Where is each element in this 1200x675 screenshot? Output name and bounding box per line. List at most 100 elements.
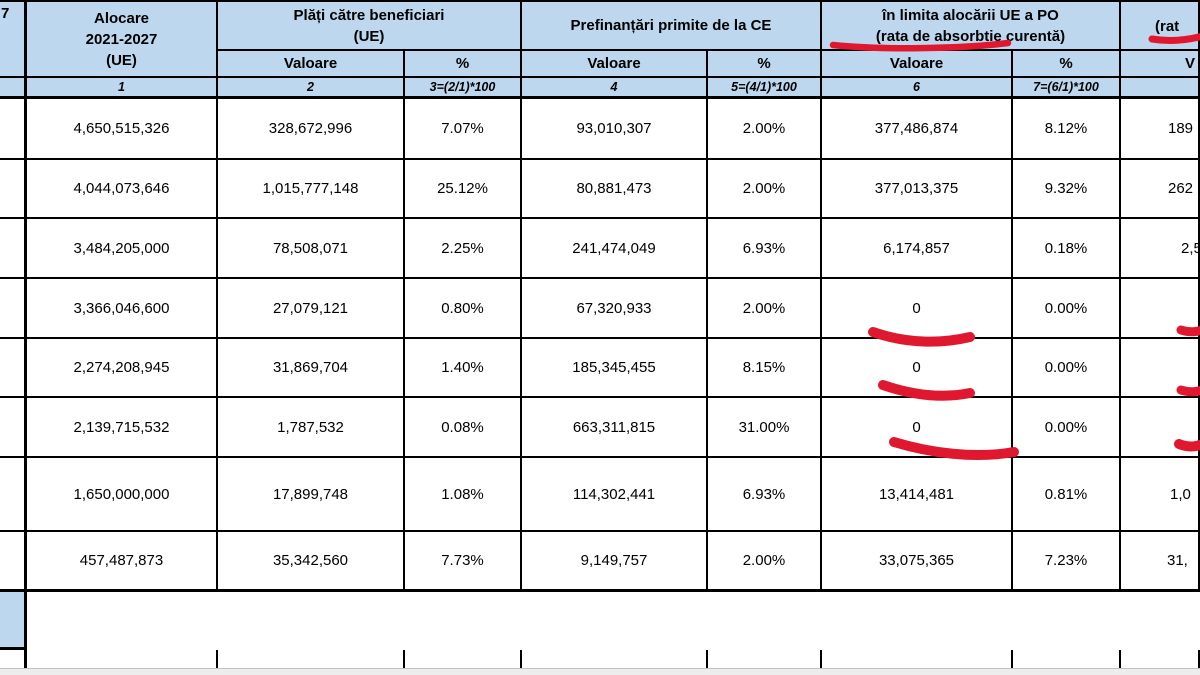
cell-r8-rowhead[interactable] (0, 532, 27, 592)
cell-r6-plati-valoare[interactable]: 1,787,532 (218, 398, 405, 458)
cell-r4-plati-valoare[interactable]: 27,079,121 (218, 279, 405, 339)
corner-header-cell[interactable]: 7 (0, 0, 27, 78)
cell-r2-plati-pct[interactable]: 25.12% (405, 160, 522, 219)
formula-col-8-clipped[interactable] (1121, 78, 1200, 99)
cell-r6-right-clipped[interactable] (1121, 398, 1200, 458)
cell-r4-plati-pct[interactable]: 0.80% (405, 279, 522, 339)
cell-r3-plati-valoare[interactable]: 78,508,071 (218, 219, 405, 279)
cell-r5-prefin-pct[interactable]: 8.15% (708, 339, 822, 398)
cell-r5-prefin-valoare[interactable]: 185,345,455 (522, 339, 708, 398)
cell-r5-alocare[interactable]: 2,274,208,945 (27, 339, 218, 398)
cell-r3-rowhead[interactable] (0, 219, 27, 279)
cell-r7-prefin-pct[interactable]: 6.93% (708, 458, 822, 532)
empty-cell[interactable] (708, 650, 822, 668)
cell-r8-prefin-valoare[interactable]: 9,149,757 (522, 532, 708, 592)
cell-r5-plati-valoare[interactable]: 31,869,704 (218, 339, 405, 398)
cell-r1-limita-valoare[interactable]: 377,486,874 (822, 99, 1013, 160)
subheader-prefin-pct[interactable]: % (708, 51, 822, 78)
cell-r1-rowhead[interactable] (0, 99, 27, 160)
header-cell-alocare[interactable]: Alocare 2021-2027 (UE) (27, 0, 218, 78)
cell-r7-limita-valoare[interactable]: 13,414,481 (822, 458, 1013, 532)
cell-r1-limita-pct[interactable]: 8.12% (1013, 99, 1121, 160)
cell-r6-limita-valoare[interactable]: 0 (822, 398, 1013, 458)
subheader-limita-pct[interactable]: % (1013, 51, 1121, 78)
formula-col-7[interactable]: 7=(6/1)*100 (1013, 78, 1121, 99)
cell-r2-prefin-pct[interactable]: 2.00% (708, 160, 822, 219)
empty-cell[interactable] (1013, 650, 1121, 668)
cell-r5-right-clipped[interactable] (1121, 339, 1200, 398)
formula-col-1[interactable]: 1 (27, 78, 218, 99)
cell-r8-plati-pct[interactable]: 7.73% (405, 532, 522, 592)
cell-r7-limita-pct[interactable]: 0.81% (1013, 458, 1121, 532)
cell-r8-limita-pct[interactable]: 7.23% (1013, 532, 1121, 592)
cell-r4-rowhead[interactable] (0, 279, 27, 339)
cell-r2-rowhead[interactable] (0, 160, 27, 219)
cell-r1-plati-pct[interactable]: 7.07% (405, 99, 522, 160)
cell-r1-prefin-valoare[interactable]: 93,010,307 (522, 99, 708, 160)
cell-r6-limita-pct[interactable]: 0.00% (1013, 398, 1121, 458)
cell-r5-rowhead[interactable] (0, 339, 27, 398)
formula-col-2[interactable]: 2 (218, 78, 405, 99)
cell-r7-plati-valoare[interactable]: 17,899,748 (218, 458, 405, 532)
header-group-plati[interactable]: Plăți către beneficiari (UE) (218, 0, 522, 51)
empty-cell[interactable] (822, 650, 1013, 668)
header-group-prefinantari[interactable]: Prefinanțări primite de la CE (522, 0, 822, 51)
cell-r2-prefin-valoare[interactable]: 80,881,473 (522, 160, 708, 219)
header-group-right-clipped[interactable]: (rat (1121, 0, 1200, 51)
cell-r6-prefin-valoare[interactable]: 663,311,815 (522, 398, 708, 458)
empty-cell[interactable] (1121, 650, 1200, 668)
cell-r3-prefin-valoare[interactable]: 241,474,049 (522, 219, 708, 279)
cell-r7-alocare[interactable]: 1,650,000,000 (27, 458, 218, 532)
empty-cell[interactable] (27, 650, 218, 668)
cell-r7-prefin-valoare[interactable]: 114,302,441 (522, 458, 708, 532)
formula-col-5[interactable]: 5=(4/1)*100 (708, 78, 822, 99)
cell-r4-right-clipped[interactable] (1121, 279, 1200, 339)
cell-r4-prefin-pct[interactable]: 2.00% (708, 279, 822, 339)
cell-r2-limita-pct[interactable]: 9.32% (1013, 160, 1121, 219)
cell-r3-limita-pct[interactable]: 0.18% (1013, 219, 1121, 279)
cell-r3-alocare[interactable]: 3,484,205,000 (27, 219, 218, 279)
subheader-prefin-valoare[interactable]: Valoare (522, 51, 708, 78)
cell-r3-right-clipped[interactable]: 2,5 (1121, 219, 1200, 279)
empty-cell[interactable] (0, 650, 27, 668)
subheader-right-clipped[interactable]: V (1121, 51, 1200, 78)
cell-r7-right-clipped[interactable]: 1,0 (1121, 458, 1200, 532)
formula-col-3[interactable]: 3=(2/1)*100 (405, 78, 522, 99)
formula-col-6[interactable]: 6 (822, 78, 1013, 99)
cell-r2-alocare[interactable]: 4,044,073,646 (27, 160, 218, 219)
cell-r1-alocare[interactable]: 4,650,515,326 (27, 99, 218, 160)
cell-r4-prefin-valoare[interactable]: 67,320,933 (522, 279, 708, 339)
subheader-plati-pct[interactable]: % (405, 51, 522, 78)
cell-r3-prefin-pct[interactable]: 6.93% (708, 219, 822, 279)
cell-r1-prefin-pct[interactable]: 2.00% (708, 99, 822, 160)
cell-r8-prefin-pct[interactable]: 2.00% (708, 532, 822, 592)
cell-r8-right-clipped[interactable]: 31, (1121, 532, 1200, 592)
total-rowhead[interactable] (0, 592, 27, 650)
cell-r6-prefin-pct[interactable]: 31.00% (708, 398, 822, 458)
cell-r5-plati-pct[interactable]: 1.40% (405, 339, 522, 398)
cell-r1-plati-valoare[interactable]: 328,672,996 (218, 99, 405, 160)
cell-r7-plati-pct[interactable]: 1.08% (405, 458, 522, 532)
empty-cell[interactable] (218, 650, 405, 668)
subheader-plati-valoare[interactable]: Valoare (218, 51, 405, 78)
cell-r8-plati-valoare[interactable]: 35,342,560 (218, 532, 405, 592)
cell-r8-limita-valoare[interactable]: 33,075,365 (822, 532, 1013, 592)
cell-r4-alocare[interactable]: 3,366,046,600 (27, 279, 218, 339)
cell-r6-alocare[interactable]: 2,139,715,532 (27, 398, 218, 458)
cell-r7-rowhead[interactable] (0, 458, 27, 532)
formula-row-corner[interactable] (0, 78, 27, 99)
cell-r5-limita-pct[interactable]: 0.00% (1013, 339, 1121, 398)
empty-cell[interactable] (405, 650, 522, 668)
cell-r3-limita-valoare[interactable]: 6,174,857 (822, 219, 1013, 279)
cell-r4-limita-valoare[interactable]: 0 (822, 279, 1013, 339)
header-group-limita[interactable]: în limita alocării UE a PO (rata de abso… (822, 0, 1121, 51)
empty-cell[interactable] (522, 650, 708, 668)
subheader-limita-valoare[interactable]: Valoare (822, 51, 1013, 78)
cell-r1-right-clipped[interactable]: 189 (1121, 99, 1200, 160)
cell-r6-plati-pct[interactable]: 0.08% (405, 398, 522, 458)
cell-r5-limita-valoare[interactable]: 0 (822, 339, 1013, 398)
cell-r2-plati-valoare[interactable]: 1,015,777,148 (218, 160, 405, 219)
cell-r2-right-clipped[interactable]: 262 (1121, 160, 1200, 219)
cell-r8-alocare[interactable]: 457,487,873 (27, 532, 218, 592)
cell-r2-limita-valoare[interactable]: 377,013,375 (822, 160, 1013, 219)
